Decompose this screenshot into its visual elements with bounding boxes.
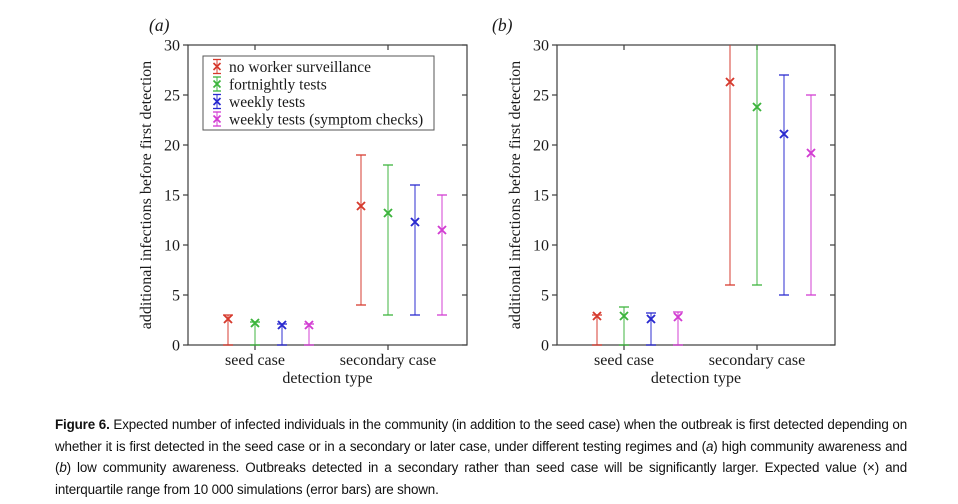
mean-x-marker xyxy=(304,320,314,330)
y-tick-label: 15 xyxy=(533,188,549,205)
x-category-label: secondary case xyxy=(709,352,805,369)
mean-x-marker xyxy=(383,208,393,218)
caption-segment: a xyxy=(705,438,714,454)
legend-entry-label: weekly tests xyxy=(229,94,305,111)
series-errorbars xyxy=(250,164,393,346)
y-tick-label: 30 xyxy=(164,38,180,55)
y-tick-label: 20 xyxy=(533,138,549,155)
y-tick-label: 5 xyxy=(541,288,549,305)
y-tick-label: 0 xyxy=(541,338,549,355)
legend-x-marker-icon xyxy=(212,79,222,89)
caption-segment: ) high community awareness and ( xyxy=(55,438,907,476)
caption-segment: ) low community awareness. Outbreaks det… xyxy=(55,460,907,497)
x-category-label: secondary case xyxy=(340,352,436,369)
mean-x-marker xyxy=(779,129,789,139)
y-tick-label: 15 xyxy=(164,188,180,205)
mean-x-marker xyxy=(752,102,762,112)
series-errorbars xyxy=(277,184,420,346)
series-errorbars xyxy=(646,74,789,346)
series-errorbars xyxy=(673,94,816,346)
y-tick-label: 20 xyxy=(164,138,180,155)
mean-x-marker xyxy=(437,225,447,235)
figure-caption: Figure 6. Expected number of infected in… xyxy=(55,414,907,500)
legend-x-marker-icon xyxy=(212,97,222,106)
y-tick-label: 25 xyxy=(164,88,180,105)
y-axis-title: additional infections before first detec… xyxy=(507,61,524,329)
legend-entry-label: weekly tests (symptom checks) xyxy=(229,112,423,129)
caption-segment: b xyxy=(59,460,67,476)
mean-x-marker xyxy=(806,148,816,158)
panel-a: (a) 0 5 10 15 20 25 30 seed case secondary casede… xyxy=(138,15,468,387)
series-errorbars xyxy=(223,154,366,346)
x-axis-title: detection type xyxy=(651,370,741,387)
x-category-label: seed case xyxy=(594,352,654,369)
legend-x-marker-icon xyxy=(212,62,222,71)
mean-x-marker xyxy=(619,311,629,321)
mean-x-marker xyxy=(356,201,366,211)
caption-segment: Expected number of infected individuals … xyxy=(55,417,907,454)
legend-entry-label: no worker surveillance xyxy=(229,59,371,76)
mean-x-marker xyxy=(646,314,656,324)
x-axis-title: detection type xyxy=(282,370,372,387)
mean-x-marker xyxy=(410,217,420,227)
y-tick-label: 30 xyxy=(533,38,549,55)
series-errorbars xyxy=(619,45,762,346)
panel-label: (b) xyxy=(492,15,513,35)
y-tick-label: 0 xyxy=(172,338,180,355)
legend-entry-label: fortnightly tests xyxy=(229,77,327,94)
mean-x-marker xyxy=(250,318,260,328)
series-errorbars xyxy=(592,45,735,346)
mean-x-marker xyxy=(725,77,735,87)
y-tick-label: 25 xyxy=(533,88,549,105)
panel-b: (b) 0 5 10 15 20 25 30 seed case secondary casede… xyxy=(492,15,836,387)
y-tick-label: 10 xyxy=(533,238,549,255)
legend-box xyxy=(202,55,435,131)
mean-x-marker xyxy=(223,314,233,324)
y-tick-label: 5 xyxy=(172,288,180,305)
caption-segment: Figure 6. xyxy=(55,417,114,433)
legend-x-marker-icon xyxy=(212,114,222,124)
y-axis-title: additional infections before first detec… xyxy=(138,61,155,329)
mean-x-marker xyxy=(673,312,683,322)
mean-x-marker xyxy=(277,320,287,330)
x-category-label: seed case xyxy=(225,352,285,369)
panel-label: (a) xyxy=(149,15,170,35)
mean-x-marker xyxy=(592,311,602,321)
axes-box xyxy=(556,44,836,346)
series-errorbars xyxy=(304,194,447,346)
y-tick-label: 10 xyxy=(164,238,180,255)
